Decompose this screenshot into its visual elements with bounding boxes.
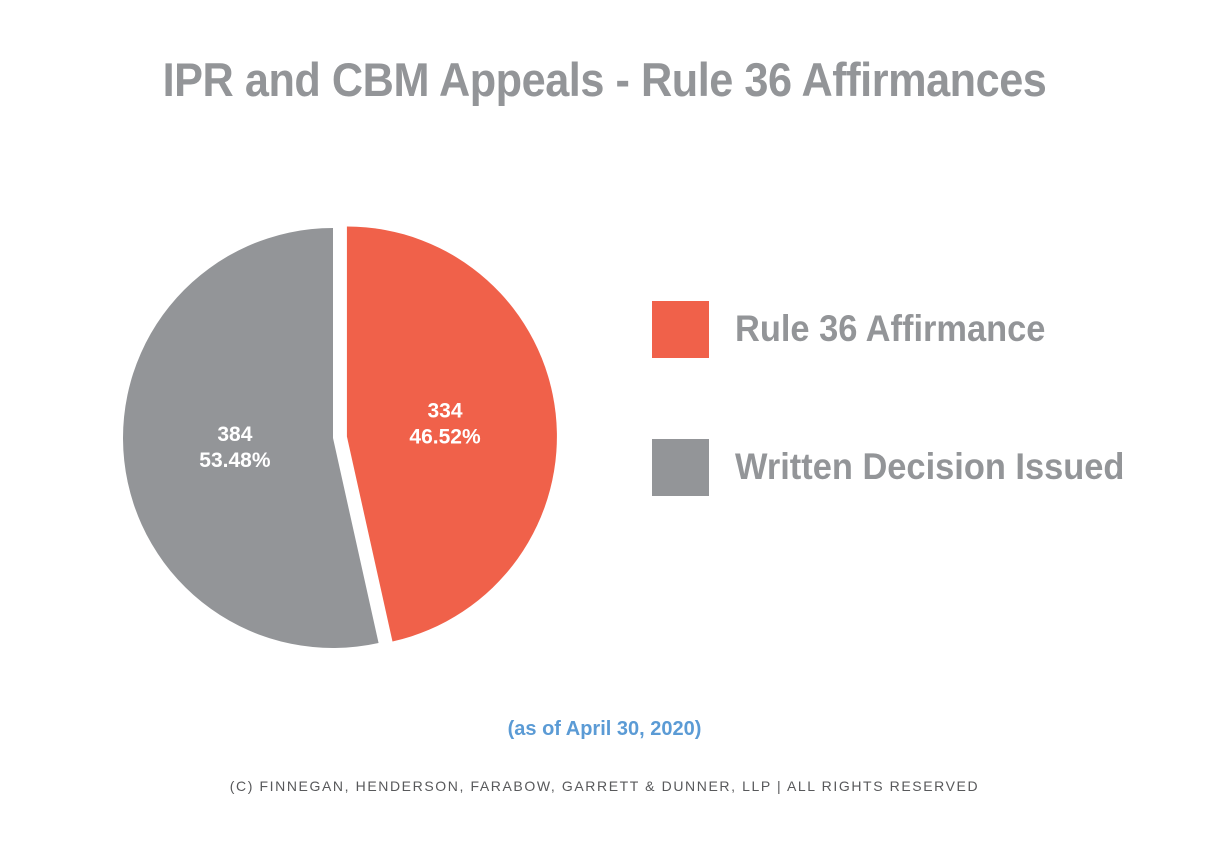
legend-swatch-rule-36 bbox=[652, 300, 709, 358]
as-of-date-note: (as of April 30, 2020) bbox=[507, 718, 702, 740]
pie-slice-rule-36-affirmance bbox=[346, 226, 557, 642]
slice-percent-label: 46.52% bbox=[409, 426, 481, 449]
slice-value-label: 334 bbox=[428, 400, 463, 423]
chart-title: IPR and CBM Appeals - Rule 36 Affirmance… bbox=[162, 53, 1047, 106]
pie-slice-written-decision-issued bbox=[123, 228, 379, 648]
slice-value-label: 384 bbox=[217, 423, 252, 446]
slice-percent-label: 53.48% bbox=[199, 449, 271, 472]
legend-label-rule-36: Rule 36 Affirmance bbox=[735, 308, 1046, 349]
copyright-footer: (c) finnegan, henderson, farabow, garret… bbox=[229, 778, 980, 794]
legend-item-rule-36: Rule 36 Affirmance bbox=[652, 300, 1154, 358]
legend-label-written-decision: Written Decision Issued bbox=[735, 446, 1125, 487]
legend-item-written-decision: Written Decision Issued bbox=[652, 438, 1154, 496]
legend: Rule 36 Affirmance Written Decision Issu… bbox=[652, 300, 1154, 576]
legend-swatch-written-decision bbox=[652, 438, 709, 496]
